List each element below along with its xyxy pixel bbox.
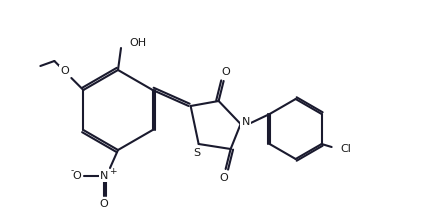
- Text: N: N: [241, 117, 249, 127]
- Text: S: S: [193, 148, 200, 158]
- Text: O: O: [99, 199, 108, 209]
- Text: O: O: [219, 173, 227, 183]
- Text: N: N: [99, 171, 108, 181]
- Text: +: +: [109, 167, 116, 177]
- Text: O: O: [221, 67, 230, 77]
- Text: Cl: Cl: [340, 144, 351, 154]
- Text: O: O: [72, 171, 81, 181]
- Text: OH: OH: [129, 38, 146, 48]
- Text: -: -: [70, 167, 74, 175]
- Text: O: O: [60, 66, 69, 76]
